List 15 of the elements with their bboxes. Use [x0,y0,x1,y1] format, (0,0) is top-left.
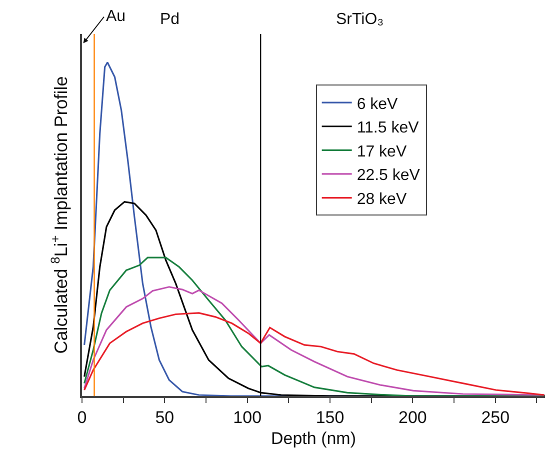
ref-line-label: Au [106,8,126,25]
x-tick-label: 50 [155,408,174,428]
x-tick-label: 150 [316,408,344,428]
x-tick-label: 100 [233,408,262,428]
legend-label: 6 keV [356,96,398,113]
text: SrTiO₃ [336,11,384,28]
legend-label: 28 keV [356,191,407,208]
legend-label: 17 keV [356,143,407,160]
legend-label: 11.5 keV [356,120,420,137]
x-tick-label: 200 [398,408,427,428]
legend-label: 22.5 keV [356,167,420,184]
x-tick-label: 250 [481,408,510,428]
x-tick-label: 0 [77,408,87,428]
text: Pd [160,11,180,28]
x-axis-title: Depth (nm) [270,429,356,448]
